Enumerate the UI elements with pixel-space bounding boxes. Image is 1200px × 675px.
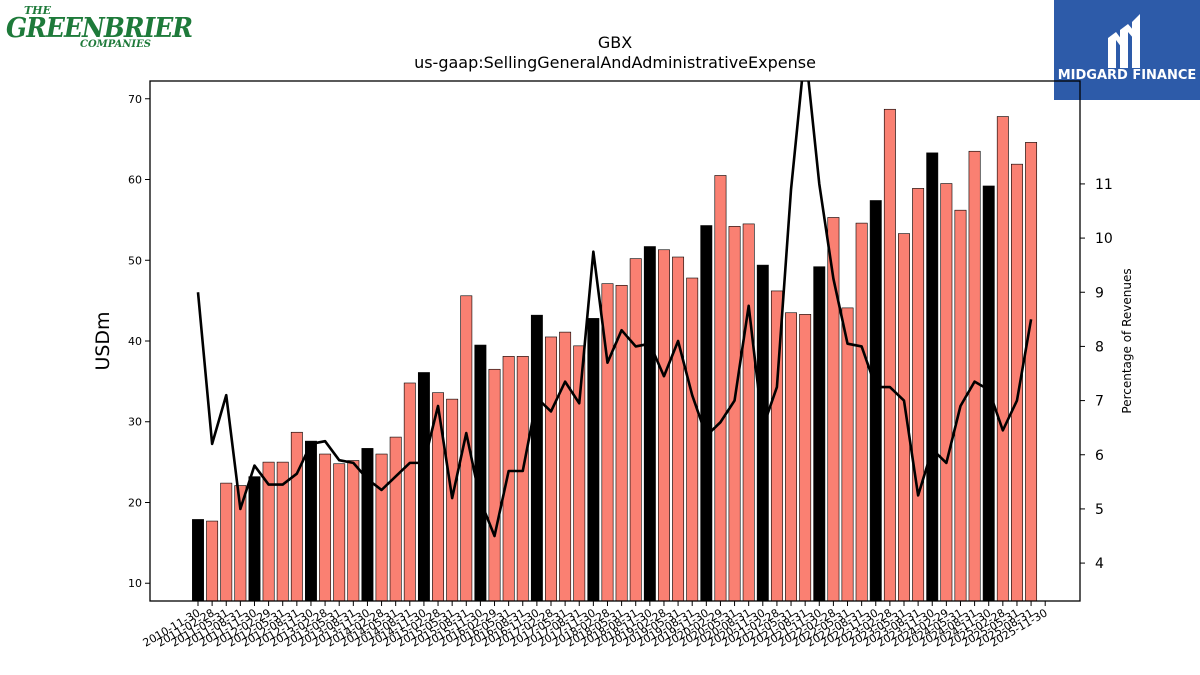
chart-subtitle: us-gaap:SellingGeneralAndAdministrativeE…: [414, 53, 816, 72]
bar: [192, 519, 204, 602]
bar: [347, 460, 360, 602]
bar: [686, 277, 699, 602]
y2-tick-label: 5: [1095, 502, 1104, 518]
bar: [248, 476, 261, 602]
y-tick-label: 50: [128, 254, 142, 267]
line-path: [196, 81, 1033, 538]
y2-tick-label: 8: [1095, 339, 1104, 355]
bar: [559, 331, 572, 602]
bar: [756, 264, 769, 602]
bar: [813, 266, 826, 602]
bar: [658, 249, 670, 602]
bar: [714, 175, 727, 602]
logo-text-line2: GREENBRIER: [6, 13, 193, 44]
bar: [728, 226, 741, 602]
greenbrier-logo: THE GREENBRIER COMPANIES: [4, 4, 193, 52]
bar: [573, 345, 586, 602]
bar: [361, 448, 374, 602]
y2-tick-label: 7: [1095, 394, 1104, 410]
bar: [1025, 142, 1038, 602]
bar: [502, 356, 515, 602]
x-axis: 2010-11-302011-02-282011-05-312011-08-31…: [141, 601, 1050, 650]
y-tick-label: 10: [128, 577, 142, 590]
bar: [474, 344, 487, 602]
y2-tick-label: 11: [1095, 177, 1113, 193]
bar: [996, 116, 1009, 602]
bar: [855, 222, 868, 602]
bar: [799, 314, 812, 602]
y2-tick-label: 10: [1095, 231, 1113, 247]
bar: [742, 223, 755, 602]
bar: [785, 312, 797, 602]
y-tick-label: 70: [128, 93, 142, 106]
y-tick-label: 30: [128, 416, 142, 429]
logo-text-line3: COMPANIES: [80, 39, 151, 50]
bar-series: [192, 108, 1038, 602]
y2-tick-label: 9: [1095, 285, 1104, 301]
bar: [898, 233, 910, 602]
bar: [530, 314, 543, 602]
chart-title: GBX: [598, 33, 632, 52]
y2-axis-label: Percentage of Revenues: [1120, 268, 1134, 413]
bar: [643, 246, 656, 602]
bar: [319, 453, 332, 602]
midgard-mark-icon: [1108, 14, 1140, 68]
logo-brand-text: MIDGARD FINANCE: [1057, 68, 1197, 83]
bar: [869, 200, 882, 602]
bar: [700, 225, 713, 602]
bar: [290, 431, 303, 602]
bar: [516, 356, 529, 602]
bar: [305, 440, 317, 602]
bar: [968, 150, 981, 602]
midgard-finance-logo: MIDGARD FINANCE: [1054, 0, 1200, 100]
y-tick-label: 40: [128, 335, 142, 348]
bar: [417, 372, 430, 602]
y-tick-label: 20: [128, 496, 142, 509]
bar: [629, 258, 642, 602]
bar: [883, 108, 896, 602]
line-series: [196, 81, 1033, 538]
bar: [841, 307, 854, 602]
bar: [926, 152, 939, 602]
bar: [375, 453, 388, 602]
bar: [940, 183, 953, 602]
y-axis: 10 20 30 40 50 60 70: [128, 93, 150, 590]
bar: [206, 520, 219, 602]
y2-axis: 4 5 6 7 8 9 10 11: [1080, 177, 1113, 572]
bar: [912, 188, 925, 602]
logo-text-line1: THE: [24, 4, 51, 17]
bar: [220, 482, 233, 602]
bar: [488, 368, 501, 602]
bar: [672, 256, 685, 602]
y-axis-label: USDm: [92, 311, 114, 370]
bar: [333, 463, 346, 602]
bar: [403, 382, 416, 602]
y-tick-label: 60: [128, 174, 142, 187]
bar: [545, 336, 557, 602]
y2-tick-label: 4: [1095, 556, 1104, 572]
bar: [446, 398, 459, 602]
bar: [389, 436, 402, 602]
y2-tick-label: 6: [1095, 448, 1104, 464]
bar: [587, 318, 600, 602]
